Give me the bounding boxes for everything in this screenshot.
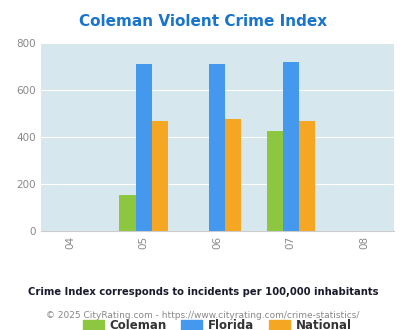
Text: Coleman Violent Crime Index: Coleman Violent Crime Index [79, 14, 326, 29]
Bar [209, 64, 225, 231]
Bar [119, 195, 135, 231]
Bar [151, 121, 168, 231]
Bar [225, 118, 241, 231]
Bar [266, 131, 282, 231]
Legend: Coleman, Florida, National: Coleman, Florida, National [79, 316, 354, 330]
Bar [282, 62, 298, 231]
Text: © 2025 CityRating.com - https://www.cityrating.com/crime-statistics/: © 2025 CityRating.com - https://www.city… [46, 311, 359, 320]
Bar [135, 64, 151, 231]
Bar [298, 121, 314, 231]
Text: Crime Index corresponds to incidents per 100,000 inhabitants: Crime Index corresponds to incidents per… [28, 287, 377, 297]
